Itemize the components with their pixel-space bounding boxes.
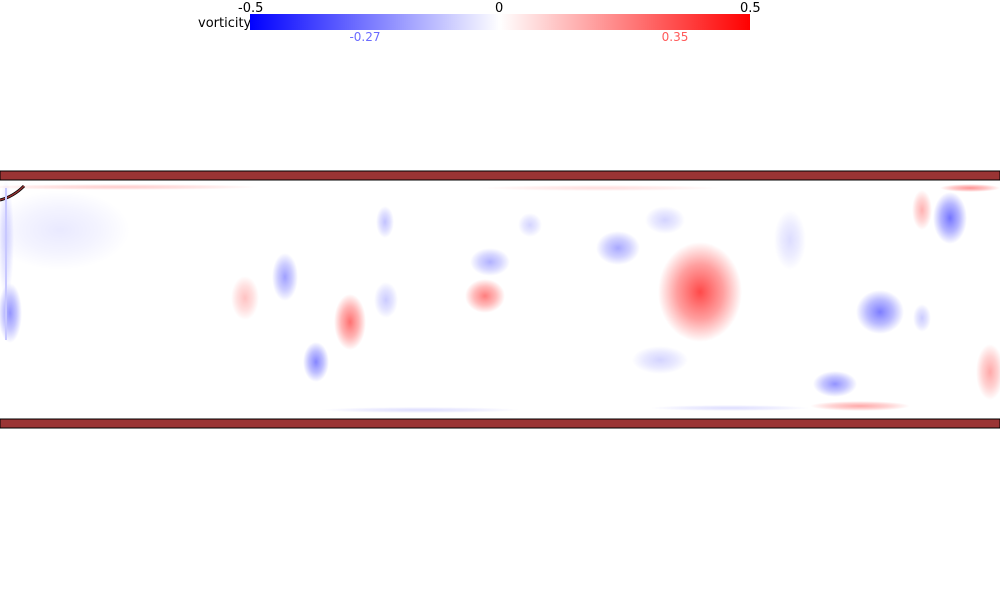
vortex-15: [632, 346, 688, 374]
inlet-flap-fill: [0, 185, 25, 201]
colorbar-marker-positive: 0.35: [661, 30, 689, 44]
channel-bottom-wall: [0, 418, 1000, 429]
vortex-24: [940, 184, 1000, 192]
colorbar: [250, 14, 750, 30]
vortex-28: [650, 405, 810, 411]
vortex-17: [856, 290, 904, 334]
vortex-7: [376, 206, 394, 238]
vortex-13: [645, 206, 685, 234]
vortex-2: [0, 190, 130, 270]
vortex-4: [272, 253, 298, 301]
vortex-12: [596, 231, 640, 265]
vortex-10: [465, 279, 505, 313]
vortex-19: [933, 192, 967, 244]
vortex-3: [231, 276, 259, 320]
vortex-21: [976, 344, 1000, 400]
vortex-23: [810, 401, 910, 411]
vortex-8: [374, 282, 398, 318]
vortex-16: [774, 210, 806, 270]
vortex-9: [470, 248, 510, 276]
channel-top-wall: [0, 170, 1000, 181]
colorbar-max-label: 0.5: [740, 1, 761, 16]
colorbar-zero-label: 0: [495, 1, 504, 16]
vortex-layer: [0, 180, 1000, 413]
vortex-6: [334, 294, 366, 350]
vortex-27: [320, 407, 520, 413]
vortex-11: [518, 213, 542, 237]
colorbar-marker-negative: -0.27: [349, 30, 381, 44]
colorbar-title: vorticity: [198, 16, 252, 31]
vortex-14: [658, 242, 742, 342]
vortex-22: [913, 304, 931, 332]
vortex-20: [912, 190, 932, 230]
vortex-18: [813, 371, 857, 397]
vortex-25: [0, 184, 260, 190]
vortex-26: [480, 185, 720, 191]
colorbar-min-label: -0.5: [238, 1, 264, 16]
vortex-5: [303, 342, 329, 382]
